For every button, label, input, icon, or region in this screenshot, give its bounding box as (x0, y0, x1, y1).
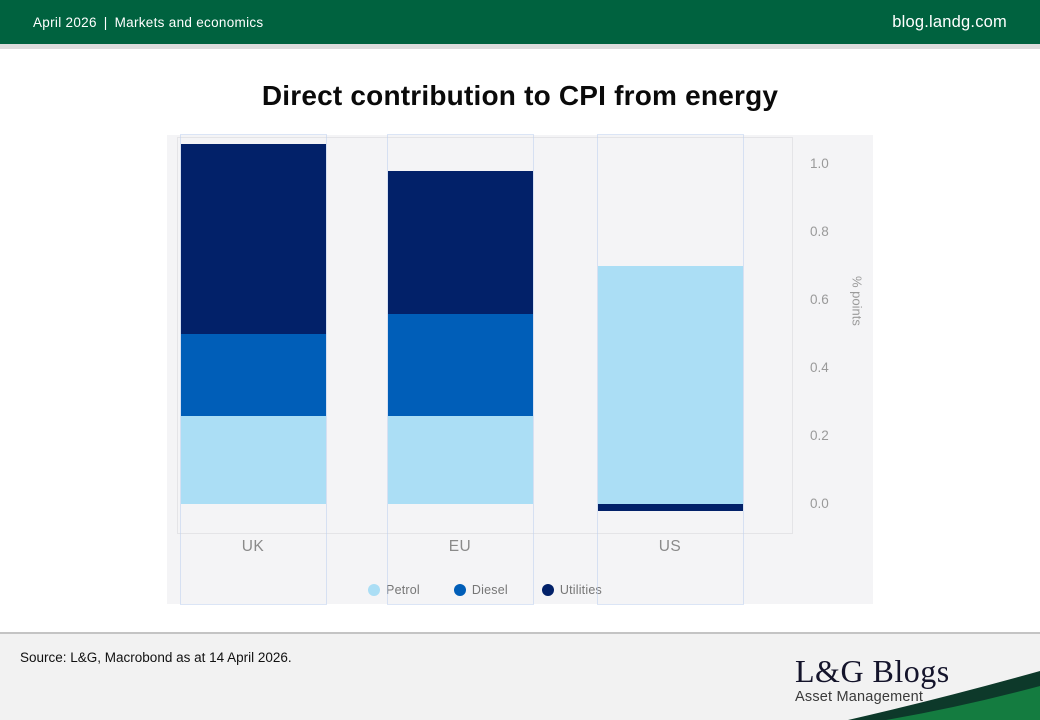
legend-dot-utilities (541, 584, 554, 596)
y-axis-title: % points (849, 276, 865, 326)
y-tick-label: 1.0 (810, 156, 829, 171)
header-bar: April 2026 | Markets and economics blog.… (0, 0, 1040, 49)
legend-dot-petrol (368, 584, 381, 596)
x-axis-label-uk: UK (241, 538, 265, 555)
y-tick-label: 0.2 (810, 428, 829, 443)
legend-dot-diesel (453, 584, 466, 596)
legend-item-diesel: Diesel (453, 583, 508, 597)
green-swoosh-graphic (848, 671, 1040, 720)
legend-label: Diesel (471, 583, 508, 597)
logo-subtitle: Asset Management (795, 689, 924, 705)
legend-item-petrol: Petrol (368, 583, 420, 597)
y-tick-label: 0.0 (810, 496, 829, 511)
legend-label: Petrol (386, 583, 420, 597)
site-url: blog.landg.com (892, 12, 1007, 31)
logo-title: L&G Blogs (795, 653, 950, 689)
y-tick-label: 0.4 (810, 360, 829, 375)
x-axis-label-eu: EU (448, 538, 472, 555)
legend-item-utilities: Utilities (541, 583, 602, 597)
header-divider: | (103, 14, 108, 30)
y-tick-label: 0.6 (810, 292, 829, 307)
legend-label: Utilities (559, 583, 602, 597)
chart-legend: Petrol Diesel Utilities (177, 581, 793, 599)
page-title: Direct contribution to CPI from energy (261, 80, 779, 111)
header-section: Markets and economics (114, 14, 264, 30)
header-left-text: April 2026 | Markets and economics (33, 15, 263, 30)
lg-blogs-logo: L&G Blogs Asset Management (795, 653, 950, 705)
source-note: Source: L&G, Macrobond as at 14 April 20… (20, 650, 292, 665)
plot-area (177, 137, 793, 534)
header-date: April 2026 (33, 14, 97, 30)
chart-area: 0.0 0.2 0.4 0.6 0.8 1.0 % points UK EU US Petro… (167, 135, 873, 604)
x-axis-label-us: US (658, 538, 682, 555)
y-tick-label: 0.8 (810, 224, 829, 239)
footer-bar: Source: L&G, Macrobond as at 14 April 20… (0, 632, 1040, 720)
